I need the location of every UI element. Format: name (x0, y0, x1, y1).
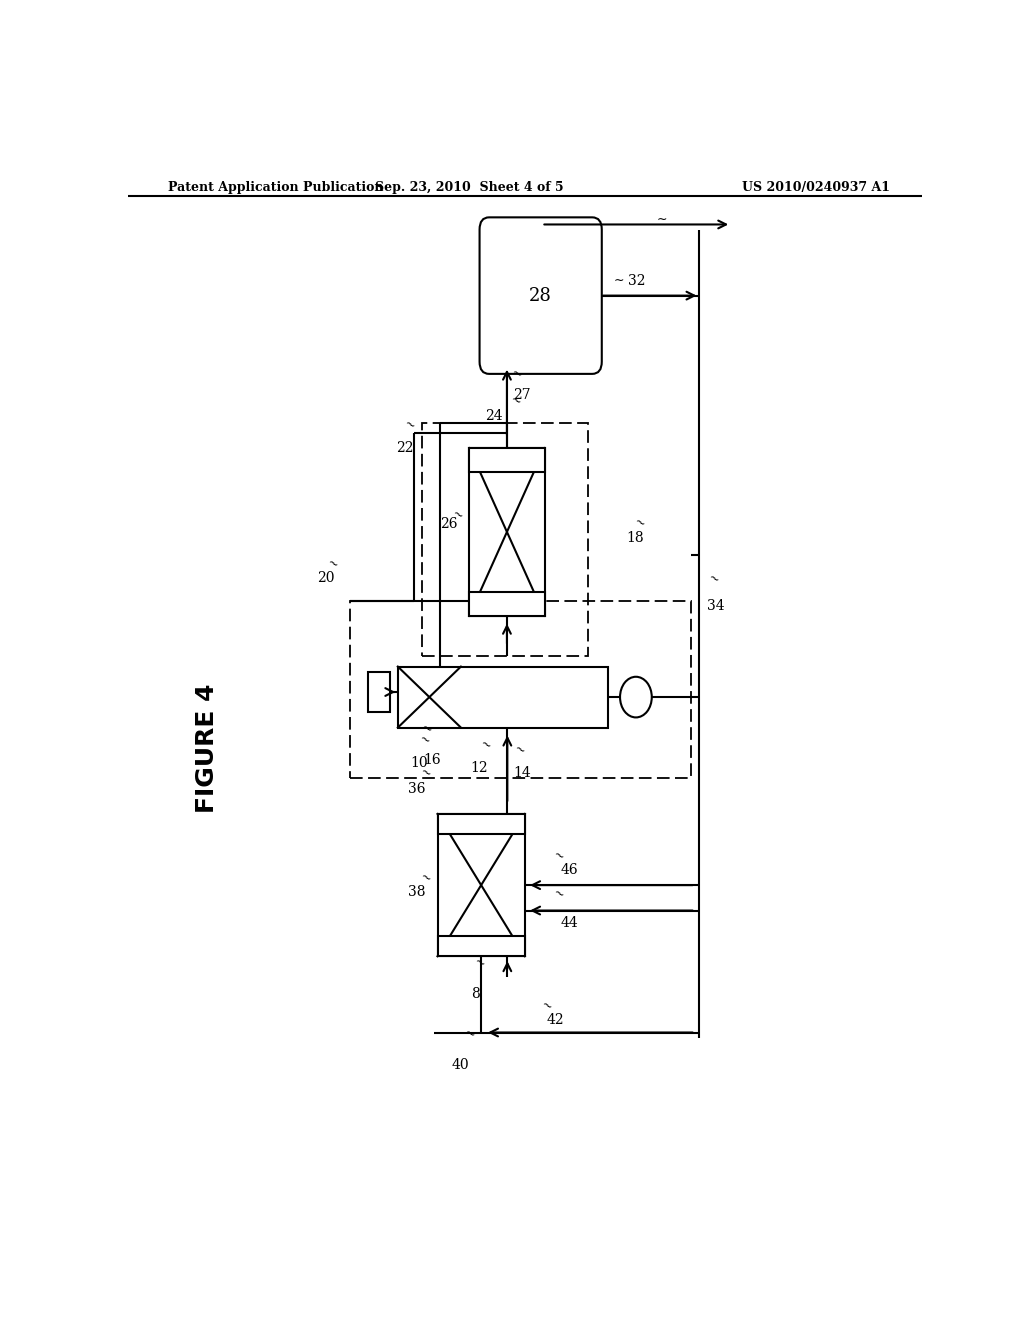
Text: ∼: ∼ (551, 886, 566, 903)
Bar (437, 936, 524, 956)
Text: US 2010/0240937 A1: US 2010/0240937 A1 (741, 181, 890, 194)
Text: ∼: ∼ (511, 742, 527, 758)
Text: ∼: ∼ (325, 556, 341, 572)
Text: ∼: ∼ (418, 870, 433, 886)
Text: 22: 22 (396, 441, 414, 455)
Bar (350, 601, 691, 779)
Text: 36: 36 (409, 781, 426, 796)
Text: ∼: ∼ (613, 273, 624, 286)
Bar (469, 593, 545, 615)
Circle shape (621, 677, 651, 718)
Text: 46: 46 (560, 863, 579, 876)
Bar (437, 814, 524, 834)
Bar (469, 447, 545, 471)
Text: Patent Application Publication: Patent Application Publication (168, 181, 383, 194)
Text: ∼: ∼ (402, 416, 418, 433)
Text: 8: 8 (471, 987, 479, 1001)
Text: ∼: ∼ (706, 570, 721, 587)
Text: ∼: ∼ (462, 1026, 477, 1043)
Bar (422, 422, 588, 656)
FancyBboxPatch shape (479, 218, 602, 374)
Text: ∼: ∼ (657, 213, 668, 226)
Text: 18: 18 (627, 531, 644, 545)
Text: 12: 12 (470, 762, 487, 775)
Bar (397, 667, 608, 727)
Text: Sep. 23, 2010  Sheet 4 of 5: Sep. 23, 2010 Sheet 4 of 5 (375, 181, 563, 194)
Text: ∼: ∼ (508, 393, 523, 409)
Text: 27: 27 (513, 388, 530, 401)
Text: 28: 28 (529, 286, 552, 305)
Text: ∼: ∼ (539, 998, 555, 1014)
Text: ∼: ∼ (632, 515, 648, 532)
Text: ∼: ∼ (472, 954, 487, 972)
Bar (437, 814, 524, 956)
Text: 34: 34 (708, 598, 725, 612)
Text: 20: 20 (316, 572, 334, 585)
Text: 42: 42 (547, 1014, 564, 1027)
Text: 24: 24 (485, 409, 503, 422)
Bar (469, 447, 545, 615)
Text: 44: 44 (560, 916, 579, 929)
Text: ∼: ∼ (509, 366, 524, 383)
Text: ∼: ∼ (551, 849, 566, 865)
Text: ∼: ∼ (450, 507, 465, 524)
Text: 40: 40 (452, 1057, 469, 1072)
Text: 32: 32 (628, 275, 645, 289)
Text: ∼: ∼ (477, 737, 494, 752)
Text: FIGURE 4: FIGURE 4 (196, 684, 219, 813)
Text: ∼: ∼ (417, 731, 432, 748)
Text: 38: 38 (409, 886, 426, 899)
Text: ∼: ∼ (418, 766, 433, 781)
Text: 14: 14 (514, 767, 531, 780)
Text: ∼: ∼ (419, 721, 434, 738)
Text: 26: 26 (440, 516, 458, 531)
Text: 16: 16 (423, 752, 440, 767)
Bar (368, 672, 390, 713)
Text: 10: 10 (411, 756, 428, 770)
